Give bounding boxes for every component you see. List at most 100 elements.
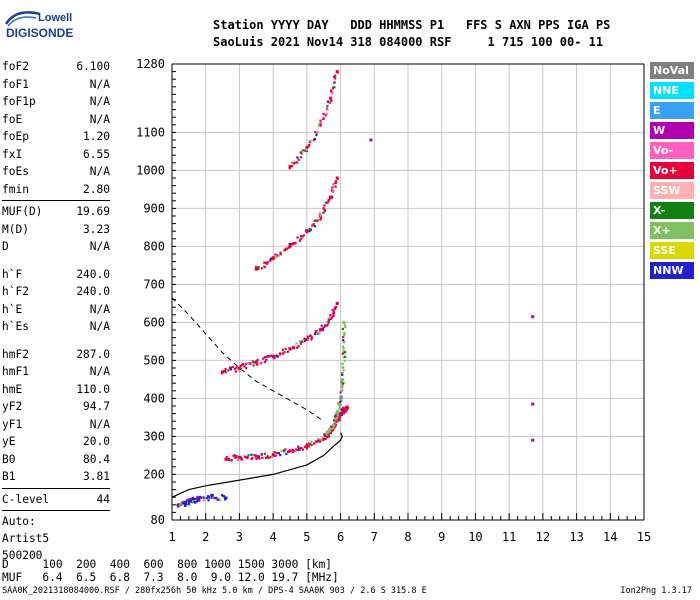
param-value: N/A xyxy=(89,302,110,316)
echo-point xyxy=(328,197,331,200)
param-row: h`F2 240.0 xyxy=(2,283,110,300)
echo-point xyxy=(266,455,269,458)
echo-point xyxy=(333,421,336,424)
echo-point xyxy=(328,429,331,432)
echo-point xyxy=(296,346,299,349)
header-line1: Station YYYY DAY DDD HHMMSS P1 FFS S AXN… xyxy=(213,18,611,32)
echo-point xyxy=(332,426,335,430)
echo-point xyxy=(339,403,342,406)
legend-item-w: W xyxy=(650,122,694,139)
param-name: h`E xyxy=(2,302,23,316)
echo-point xyxy=(265,262,269,265)
echo-point xyxy=(332,314,335,317)
echo-point xyxy=(317,124,321,127)
echo-point xyxy=(263,356,266,359)
y-tick-label: 1000 xyxy=(136,163,165,177)
param-row: hmF1 N/A xyxy=(2,363,110,380)
echo-point xyxy=(281,348,285,351)
echo-point xyxy=(254,265,258,268)
echo-point xyxy=(332,310,335,313)
param-row: fxI 6.55 xyxy=(2,146,110,163)
echo-point xyxy=(333,81,336,84)
echo-point xyxy=(341,366,344,369)
param-row: yF1 N/A xyxy=(2,416,110,433)
echo-point xyxy=(215,497,218,500)
y-tick-label: 1100 xyxy=(136,125,165,139)
echo-point xyxy=(239,367,242,370)
param-separator xyxy=(2,510,110,511)
echo-point xyxy=(322,207,325,210)
echo-point xyxy=(294,449,297,452)
echo-point xyxy=(306,338,309,341)
echo-point xyxy=(228,367,231,371)
echo-point xyxy=(332,185,335,188)
echo-point xyxy=(308,143,311,147)
muf-table: D 100 200 400 600 800 1000 1500 3000 [km… xyxy=(2,558,339,584)
echo-point xyxy=(192,498,196,501)
param-name: fxI xyxy=(2,147,23,161)
echo-point xyxy=(335,305,338,309)
echo-point xyxy=(294,241,297,245)
param-row: yF2 94.7 xyxy=(2,398,110,415)
param-value: 240.0 xyxy=(76,285,110,298)
echo-point xyxy=(319,327,322,330)
echo-point xyxy=(338,407,341,411)
echo-point xyxy=(326,108,329,111)
echo-point xyxy=(316,332,320,335)
echo-point xyxy=(341,352,344,355)
x-tick-label: 14 xyxy=(603,530,617,544)
echo-point xyxy=(221,494,224,497)
echo-point xyxy=(342,412,345,415)
artist-version: 500200 xyxy=(2,549,43,562)
echo-point xyxy=(295,161,299,164)
echo-point xyxy=(338,404,341,407)
param-name: hmF2 xyxy=(2,347,29,361)
echo-point xyxy=(262,357,265,360)
logo-line2: DIGISONDE xyxy=(6,26,74,40)
echo-point xyxy=(299,237,302,241)
echo-point xyxy=(290,165,294,168)
echo-point xyxy=(299,235,303,238)
echo-point xyxy=(266,456,269,459)
echo-point xyxy=(321,436,325,439)
echo-point xyxy=(337,420,340,423)
echo-point xyxy=(198,499,201,502)
param-value: 1.20 xyxy=(83,130,110,143)
echo-point xyxy=(270,456,273,459)
echo-point xyxy=(189,498,192,501)
echo-point xyxy=(211,496,214,499)
echo-point xyxy=(331,92,334,95)
data-point xyxy=(531,315,535,319)
echo-point xyxy=(324,114,327,117)
echo-point xyxy=(332,182,335,186)
echo-point xyxy=(288,242,291,245)
echo-point xyxy=(225,455,228,459)
param-name: h`F xyxy=(2,267,23,281)
echo-point xyxy=(208,495,211,498)
echo-point xyxy=(318,332,321,335)
echo-point xyxy=(211,493,214,497)
echo-point xyxy=(246,362,249,365)
auto-label: Auto: xyxy=(2,515,36,528)
echo-point xyxy=(284,347,287,350)
x-tick-label: 5 xyxy=(303,530,310,544)
echo-point xyxy=(326,201,329,204)
echo-point xyxy=(343,324,347,327)
echo-point xyxy=(291,448,294,451)
y-tick-label: 600 xyxy=(143,315,165,329)
echo-point xyxy=(341,362,344,366)
echo-point xyxy=(296,448,300,451)
param-row: h`Es N/A xyxy=(2,318,110,335)
param-row: D N/A xyxy=(2,238,110,255)
echo-point xyxy=(282,450,286,453)
data-point xyxy=(328,431,332,435)
echo-point xyxy=(313,442,316,445)
param-row: foE N/A xyxy=(2,111,110,128)
echo-point xyxy=(329,98,332,101)
echo-point xyxy=(319,214,322,217)
echo-point xyxy=(343,334,346,337)
param-row: h`F 240.0 xyxy=(2,266,110,283)
param-value: 2.80 xyxy=(83,182,110,196)
echo-point xyxy=(298,448,301,451)
echo-point xyxy=(337,402,340,405)
